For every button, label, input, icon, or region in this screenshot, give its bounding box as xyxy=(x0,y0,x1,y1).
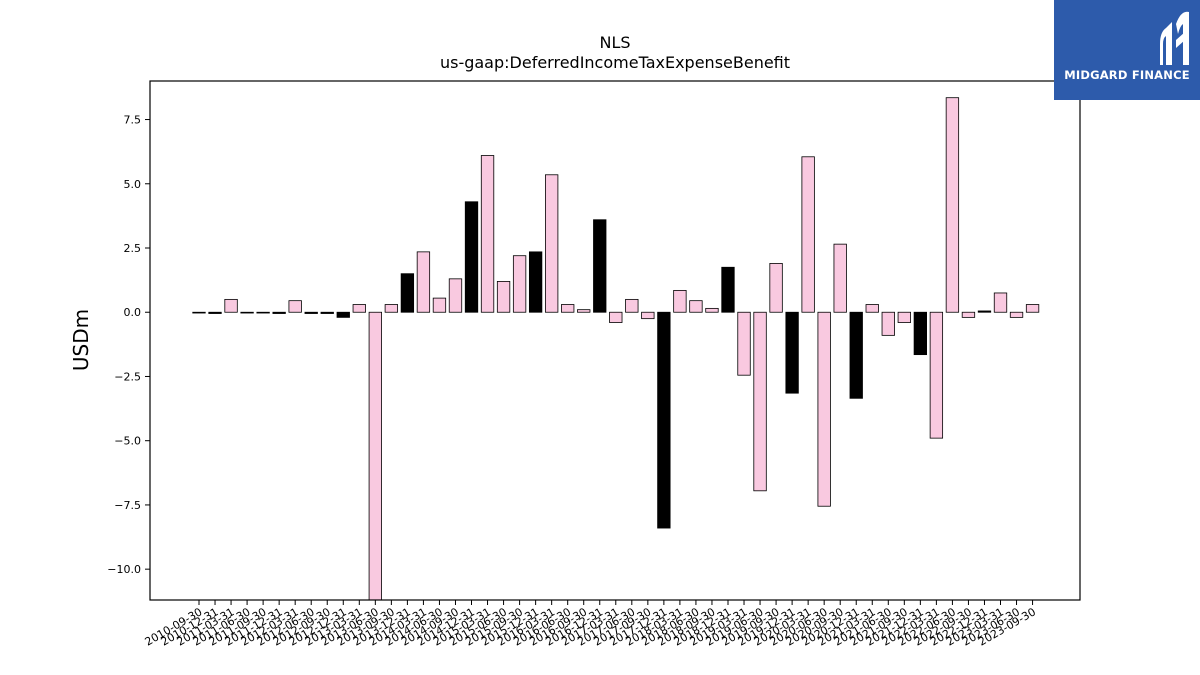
y-axis-ticks: 7.5 5.0 2.5 0.0 −2.5 −5.0 −7.5 −10.0 xyxy=(107,114,150,576)
bar xyxy=(1009,311,1024,318)
x-axis-ticks: 2010-09-302010-12-312011-03-312011-06-30… xyxy=(143,600,1038,649)
chart-subtitle: us-gaap:DeferredIncomeTaxExpenseBenefit xyxy=(440,53,790,72)
brand-logo: MIDGARD FINANCE xyxy=(1054,0,1200,100)
bar xyxy=(480,155,495,313)
bar xyxy=(865,304,879,313)
bar xyxy=(849,311,863,399)
bar xyxy=(785,311,799,394)
bars-group xyxy=(192,97,1040,600)
bar xyxy=(689,300,703,313)
y-tick-label: 0.0 xyxy=(124,306,142,319)
bar xyxy=(769,263,783,313)
bar xyxy=(673,289,687,313)
bar xyxy=(577,309,591,313)
bar xyxy=(945,97,960,313)
bar xyxy=(464,201,479,313)
bar xyxy=(1025,304,1040,313)
bar xyxy=(833,243,847,313)
bar xyxy=(400,273,415,313)
bar xyxy=(913,311,927,356)
bar xyxy=(224,298,238,313)
bar xyxy=(545,174,559,313)
bar xyxy=(528,251,543,313)
bar xyxy=(737,311,751,376)
y-tick-label: 5.0 xyxy=(124,178,142,191)
bar xyxy=(256,311,270,314)
bar xyxy=(352,304,366,313)
bar xyxy=(929,311,944,439)
bar xyxy=(336,311,350,318)
bar xyxy=(961,311,976,318)
y-tick-label: 7.5 xyxy=(124,114,142,127)
y-tick-label: −2.5 xyxy=(114,370,141,383)
logo-mark-icon xyxy=(1160,11,1189,65)
bar xyxy=(705,307,719,313)
bar xyxy=(561,304,575,313)
bar xyxy=(801,156,815,313)
bar xyxy=(208,311,222,314)
bar xyxy=(512,255,527,313)
bar xyxy=(993,292,1008,313)
bar xyxy=(641,311,655,320)
y-axis-label: USDm xyxy=(69,309,93,371)
bar xyxy=(448,278,463,313)
bar xyxy=(416,251,431,313)
y-tick-label: −5.0 xyxy=(114,435,141,448)
logo-text: MIDGARD FINANCE xyxy=(1064,68,1190,82)
chart-title: NLS xyxy=(599,33,630,52)
bar xyxy=(272,311,286,314)
bar xyxy=(881,311,895,336)
bar xyxy=(977,310,992,313)
bar xyxy=(304,311,318,314)
bar xyxy=(288,300,302,313)
bar xyxy=(384,304,399,313)
bar xyxy=(320,311,334,314)
y-tick-label: −7.5 xyxy=(114,499,141,512)
bar xyxy=(817,311,831,507)
y-tick-label: 2.5 xyxy=(124,242,142,255)
bar xyxy=(368,311,382,600)
bar xyxy=(897,311,911,323)
bar xyxy=(593,219,607,313)
bar xyxy=(609,311,623,323)
plot-frame xyxy=(149,80,1081,601)
bar xyxy=(721,266,735,313)
y-tick-label: −10.0 xyxy=(107,563,141,576)
bar xyxy=(657,311,671,529)
bar xyxy=(240,311,254,314)
bar xyxy=(496,281,511,313)
bar xyxy=(192,311,206,314)
bar xyxy=(753,311,767,492)
bar xyxy=(432,297,447,313)
bar xyxy=(625,298,639,313)
